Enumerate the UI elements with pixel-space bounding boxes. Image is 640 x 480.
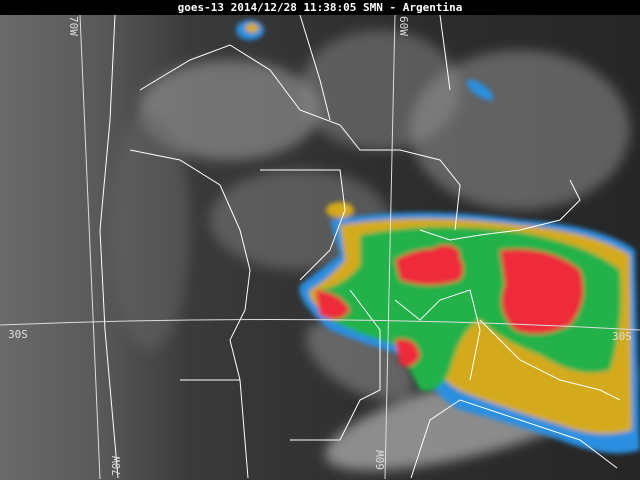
longitude-line-70w [79,15,101,480]
political-borders [99,15,621,479]
satellite-map: 30S 30S 70W 60W 70W 60W [0,15,640,480]
lat-label-left: 30S [8,328,28,341]
lat-label-right: 30S [612,330,632,343]
lon-label-bottom-west: 70W [110,456,123,476]
latitude-line-30s [0,319,640,331]
lon-label-top-west: 70W [67,16,80,36]
longitude-line-60w [384,15,396,480]
lon-label-bottom-east: 60W [374,450,387,470]
image-title-bar: goes-13 2014/12/28 11:38:05 SMN - Argent… [0,0,640,15]
lon-label-top-east: 60W [397,16,410,36]
graticule [0,15,640,480]
storm-complex [236,20,640,454]
